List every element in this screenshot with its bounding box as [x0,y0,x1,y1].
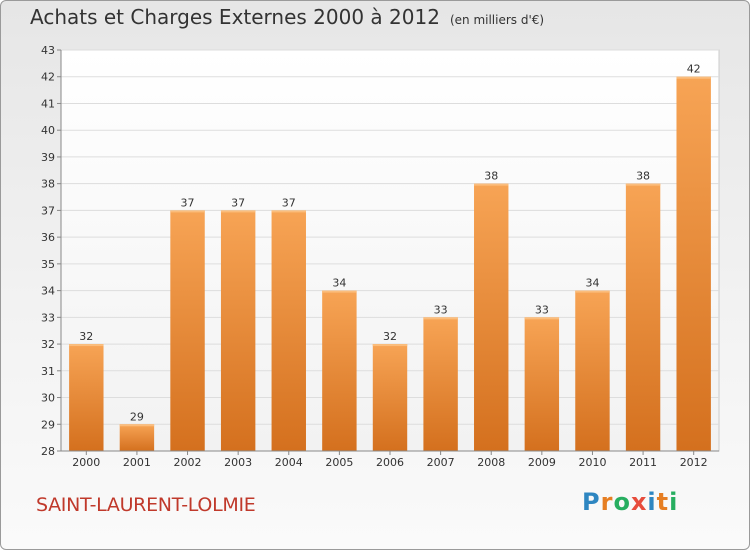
bar [271,210,306,451]
data-label: 37 [282,196,296,209]
x-axis: 2000 2001 2002 2003 2004 2005 2006 2007 2008 2009… [61,450,719,469]
bar-highlight [170,210,205,213]
data-label: 34 [332,277,346,290]
x-tick-label: 2005 [325,456,353,469]
bar-highlight [69,344,104,347]
data-label: 32 [383,330,397,343]
bar-highlight [524,317,560,320]
bar [676,76,711,451]
y-tick-label: 41 [41,97,55,110]
x-tick-label: 2004 [275,456,303,469]
bar-highlight [220,210,256,213]
y-tick-label: 42 [41,71,55,84]
data-label: 42 [687,63,701,76]
bar [474,183,509,451]
proxiti-logo: Proxiti [582,488,678,516]
x-tick-label: 2006 [376,456,404,469]
bar [69,344,104,451]
data-label: 33 [434,303,448,316]
data-label: 38 [484,170,498,183]
bar [423,317,458,451]
x-tick-label: 2011 [629,456,657,469]
logo-letter: x [630,488,648,516]
logo-letter: i [669,488,679,516]
bar [625,183,661,451]
bar [170,210,205,451]
x-tick-label: 2007 [427,456,455,469]
y-tick-label: 33 [41,311,55,324]
logo-letter: o [613,488,631,516]
bar [524,317,560,451]
bar-highlight [119,424,155,427]
data-label: 32 [79,330,93,343]
data-label: 37 [181,196,195,209]
data-label: 34 [585,277,599,290]
y-tick-label: 31 [41,365,55,378]
bar-highlight [474,183,509,186]
commune-name: SAINT-LAURENT-LOLMIE [36,494,256,516]
chart-subtitle: (en milliers d'€) [449,13,545,27]
x-tick-label: 2002 [174,456,202,469]
y-tick-label: 28 [41,445,55,458]
y-tick-label: 34 [41,285,55,298]
bar-highlight [676,76,711,79]
x-tick-label: 2008 [477,456,505,469]
y-tick-label: 30 [41,392,55,405]
logo-letter: r [600,488,614,516]
bar-highlight [575,290,610,293]
bars: 32 29 37 37 37 34 32 33 38 33 34 38 42 [69,63,711,451]
x-tick-label: 2000 [72,456,100,469]
y-tick-label: 35 [41,258,55,271]
bar-highlight [625,183,661,186]
data-label: 29 [130,410,144,423]
bar [575,290,610,451]
y-tick-label: 37 [41,204,55,217]
x-tick-label: 2012 [680,456,708,469]
data-label: 38 [636,170,650,183]
y-axis: 28 29 30 31 32 33 34 35 36 37 38 39 40 41 42 43 [41,44,62,458]
bar [372,344,408,451]
y-tick-label: 36 [41,231,55,244]
y-tick-label: 39 [41,151,55,164]
x-tick-label: 2003 [224,456,252,469]
bar-highlight [271,210,306,213]
data-label: 33 [535,303,549,316]
bar-highlight [322,290,357,293]
y-tick-label: 40 [41,124,55,137]
bar-highlight [423,317,458,320]
y-tick-label: 38 [41,178,55,191]
bar [322,290,357,451]
logo-letter: t [656,488,670,516]
logo-letter: i [647,488,657,516]
data-label: 37 [231,196,245,209]
chart-title: Achats et Charges Externes 2000 à 2012 (e… [30,5,544,29]
x-tick-label: 2001 [123,456,151,469]
y-tick-label: 29 [41,418,55,431]
bar-highlight [372,344,408,347]
y-tick-label: 32 [41,338,55,351]
chart-title-text: Achats et Charges Externes 2000 à 2012 [30,5,440,29]
y-tick-label: 43 [41,44,55,57]
bar [220,210,256,451]
bar [119,424,155,451]
logo-letter: P [582,488,601,516]
x-tick-label: 2010 [578,456,606,469]
x-tick-label: 2009 [528,456,556,469]
